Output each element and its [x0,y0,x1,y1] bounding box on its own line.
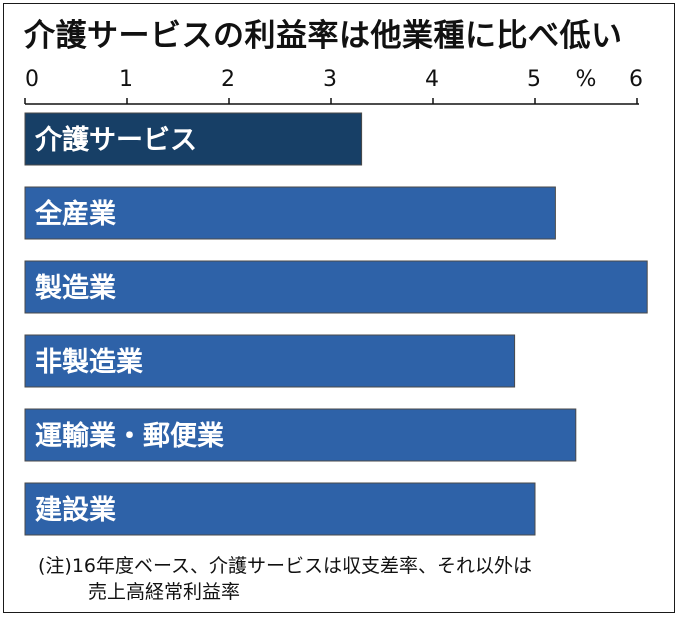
bar-category-label: 製造業 [35,273,116,304]
x-tick-label: 5 [527,67,541,92]
x-tick-label: 3 [323,67,337,92]
footnote-line-1: (注)16年度ベース、介護サービスは収支差率、それ以外は [38,555,533,577]
bar-category-label: 全産業 [34,198,116,230]
x-tick-label: 4 [425,67,439,92]
x-axis-unit: % [576,67,597,92]
bar [24,186,556,240]
x-tick-label: 1 [119,67,133,92]
x-tick-label: 6 [629,67,643,92]
bar [24,334,516,388]
chart-frame: 介護サービスの利益率は他業種に比べ低い 0 1 2 3 4 5 6% 介護サービス 全産業製造… [3,3,675,613]
bar [24,408,577,462]
bar [24,260,648,314]
bar-category-label: 運輸業・郵便業 [35,420,224,452]
chart-title: 介護サービスの利益率は他業種に比べ低い [24,18,623,54]
bar [24,112,363,166]
footnote: (注)16年度ベース、介護サービスは収支差率、それ以外は 売上高経常利益率 [38,553,532,605]
bar [24,482,536,536]
bar-category-label: 介護サービス [34,124,197,156]
footnote-line-2: 売上高経常利益率 [88,581,241,603]
bar-category-label: 建設業 [35,494,116,526]
x-axis: 0 1 2 3 4 5 6% [24,67,643,105]
x-tick-label: 2 [221,67,235,92]
bar-category-label: 非製造業 [35,347,143,378]
x-tick-label: 0 [25,67,39,92]
